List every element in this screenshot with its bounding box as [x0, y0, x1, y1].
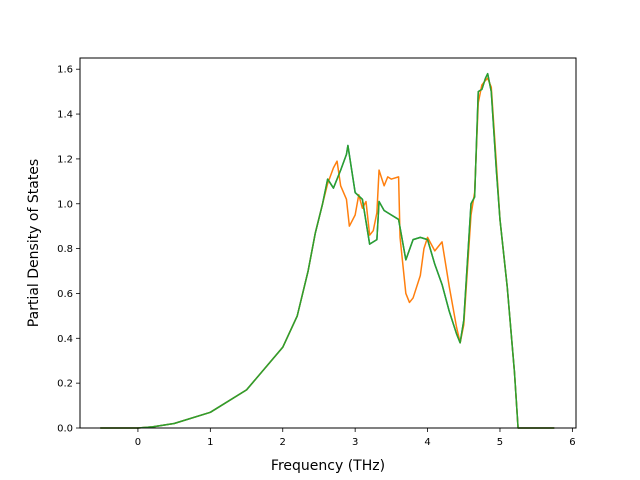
y-tick-label: 1.4: [57, 110, 73, 121]
x-tick-label: 6: [569, 437, 575, 448]
y-tick-label: 0.8: [57, 244, 73, 255]
plot-frame: [79, 57, 577, 429]
x-tick-label: 4: [424, 437, 430, 448]
x-tick-label: 5: [497, 437, 503, 448]
x-tick-label: 2: [280, 437, 286, 448]
y-tick-label: 0.6: [57, 289, 73, 300]
y-axis-label: Partial Density of States: [26, 159, 42, 327]
x-axis-label: Frequency (THz): [271, 458, 385, 474]
x-axis-ticks: 0 1 2 3 4 5 6: [135, 428, 576, 448]
series-line-2: [100, 72, 555, 429]
x-tick-label: 1: [207, 437, 213, 448]
x-tick-label: 3: [352, 437, 358, 448]
y-tick-label: 0.4: [57, 334, 73, 345]
y-axis-ticks: 0.0 0.2 0.4 0.6 0.8 1.0 1.2 1.4 1.6: [57, 65, 80, 435]
y-tick-label: 1.6: [57, 65, 73, 76]
y-tick-label: 1.2: [57, 154, 73, 165]
y-tick-label: 0.0: [57, 424, 73, 435]
plot-lines: [100, 72, 555, 429]
y-tick-label: 0.2: [57, 379, 73, 390]
y-tick-label: 1.0: [57, 199, 73, 210]
x-tick-label: 0: [135, 437, 141, 448]
